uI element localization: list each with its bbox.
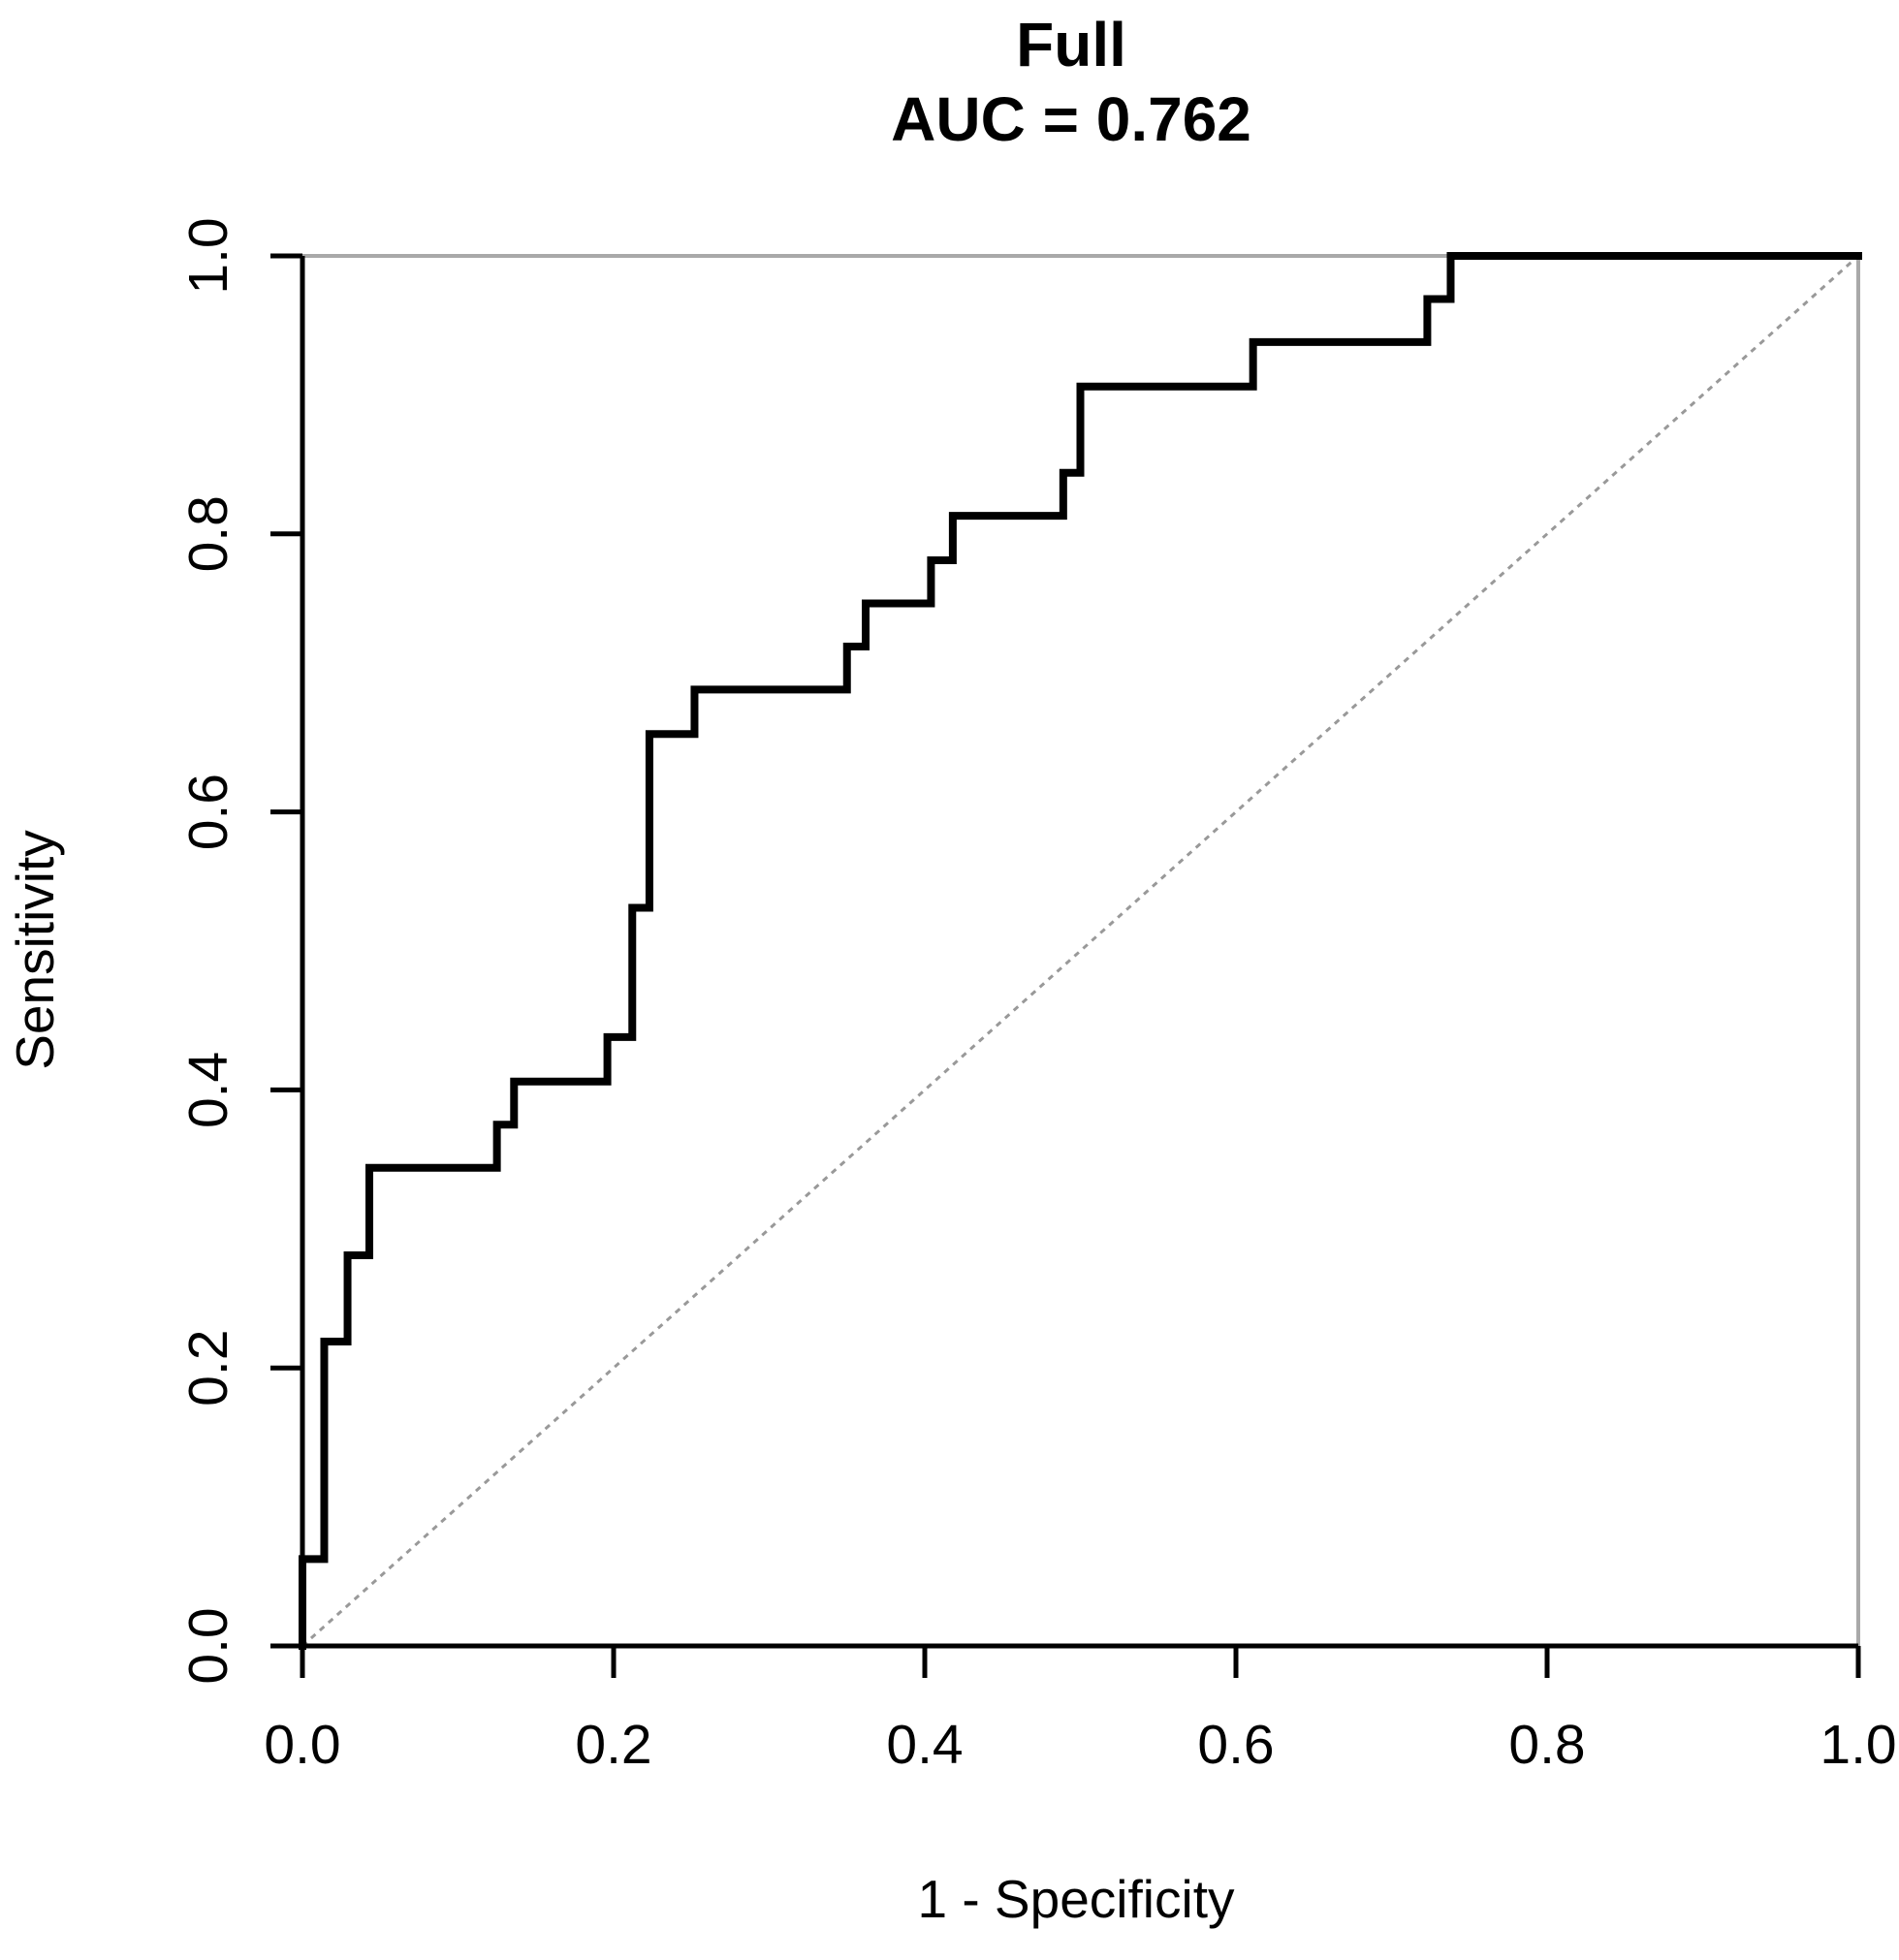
plot-subtitle-auc: AUC = 0.762 [891, 84, 1251, 154]
chance-diagonal-line [301, 254, 1859, 1648]
y-tick-label: 0.6 [177, 774, 239, 850]
x-tick-label: 0.4 [886, 1714, 963, 1776]
x-tick-label: 0.0 [264, 1714, 340, 1776]
x-tick-label: 0.8 [1508, 1714, 1585, 1776]
x-tick-label: 0.6 [1197, 1714, 1274, 1776]
roc-curve [299, 252, 1862, 1650]
y-tick-label: 0.4 [177, 1052, 239, 1128]
x-tick-label: 0.2 [575, 1714, 651, 1776]
x-axis-label: 1 - Specificity [917, 1869, 1235, 1929]
plot-title: Full [1016, 10, 1126, 79]
x-ticks: 0.0 0.2 0.4 0.6 0.8 1.0 [264, 1646, 1897, 1776]
y-tick-label: 0.0 [177, 1607, 239, 1684]
y-ticks: 0.0 0.2 0.4 0.6 0.8 1.0 [177, 217, 302, 1685]
x-tick-label: 1.0 [1820, 1714, 1896, 1776]
y-tick-label: 0.8 [177, 495, 239, 572]
y-axis-label: Sensitivity [5, 830, 65, 1070]
y-tick-label: 1.0 [177, 217, 239, 294]
y-tick-label: 0.2 [177, 1330, 239, 1407]
